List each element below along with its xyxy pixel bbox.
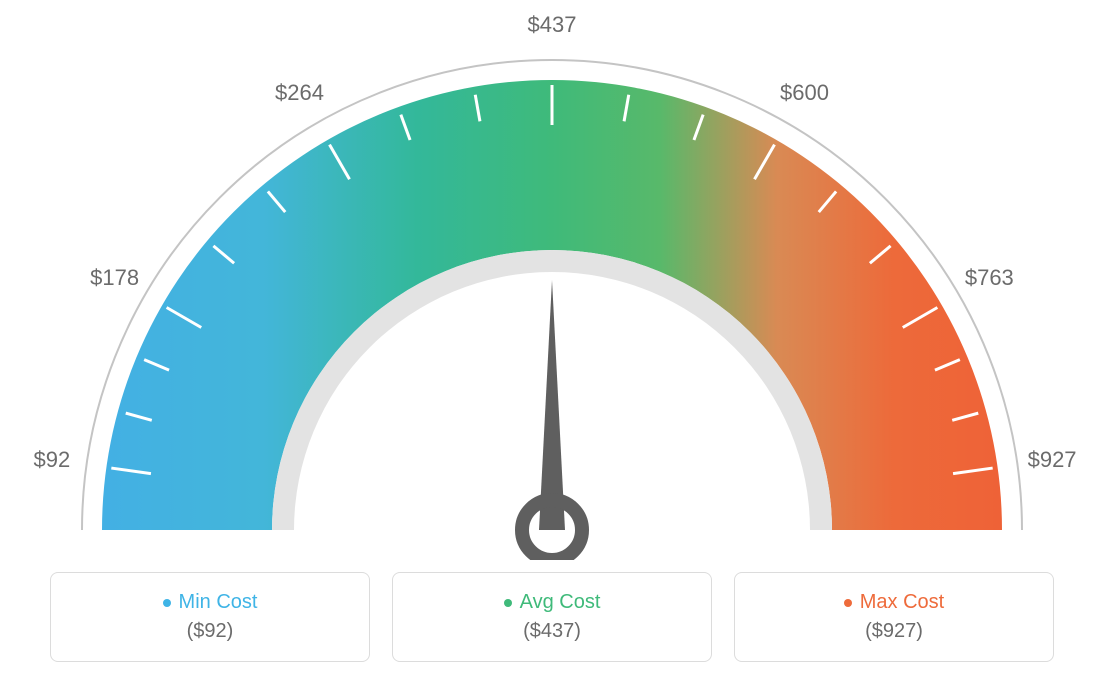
gauge-tick-label: $92 [34,447,71,473]
legend-card-max: Max Cost ($927) [734,572,1054,662]
legend-label-avg: Avg Cost [520,591,601,614]
gauge-tick-label: $264 [275,80,324,106]
gauge-tick-label: $600 [780,80,829,106]
legend-dot-avg [504,599,512,607]
legend-card-avg: Avg Cost ($437) [392,572,712,662]
legend-dot-min [163,599,171,607]
legend-dot-max [844,599,852,607]
gauge-tick-label: $763 [965,265,1014,291]
legend-title-avg: Avg Cost [504,591,601,614]
legend-label-max: Max Cost [860,591,944,614]
legend-value-max: ($927) [865,620,923,643]
legend-card-min: Min Cost ($92) [50,572,370,662]
gauge-tick-label: $178 [90,265,139,291]
gauge-svg [0,0,1104,560]
legend-value-min: ($92) [187,620,234,643]
legend-label-min: Min Cost [179,591,258,614]
legend-title-min: Min Cost [163,591,258,614]
gauge-tick-label: $927 [1028,447,1077,473]
gauge-tick-label: $437 [528,12,577,38]
legend-title-max: Max Cost [844,591,944,614]
legend-value-avg: ($437) [523,620,581,643]
legend-row: Min Cost ($92) Avg Cost ($437) Max Cost … [50,572,1054,662]
cost-gauge: $92 $178 $264 $437 $600 $763 $927 [0,0,1104,560]
